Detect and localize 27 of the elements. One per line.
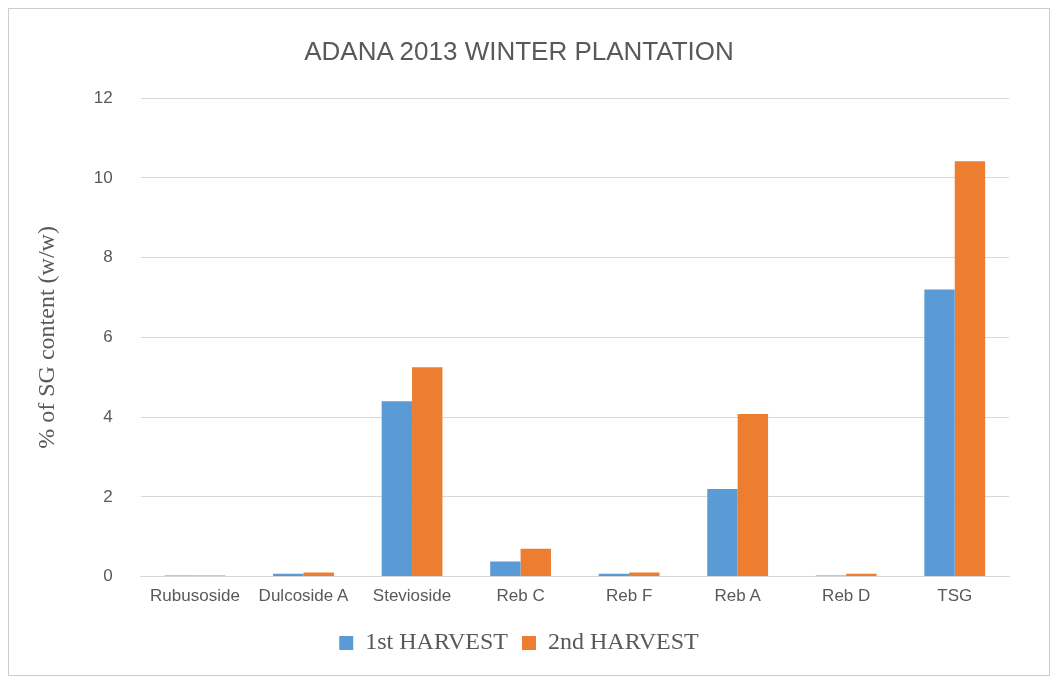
- x-tick-label: TSG: [937, 586, 973, 606]
- x-tick-label: Reb C: [496, 586, 545, 606]
- legend-label: 2nd HARVEST: [548, 628, 700, 655]
- bar: [412, 367, 443, 577]
- y-tick-label: 0: [103, 566, 113, 586]
- legend-label: 1st HARVEST: [365, 628, 509, 655]
- y-tick-label: 12: [93, 87, 113, 107]
- x-tick-label: Reb A: [714, 586, 762, 606]
- y-tick-label: 6: [103, 327, 113, 347]
- bar: [707, 488, 738, 577]
- x-tick-label: Dulcoside A: [258, 586, 350, 606]
- chart-title: ADANA 2013 WINTER PLANTATION: [304, 35, 734, 66]
- y-tick-label: 10: [93, 167, 113, 187]
- x-tick-label: Reb F: [605, 586, 653, 606]
- x-tick-label: Stevioside: [372, 586, 452, 606]
- y-tick-label: 4: [103, 406, 113, 426]
- bar: [924, 289, 955, 577]
- bar: [954, 161, 986, 577]
- x-tick-label: Reb D: [822, 586, 871, 606]
- y-tick-label: 8: [103, 247, 113, 267]
- y-axis-title: % of SG content (w/w): [32, 226, 59, 449]
- bar: [737, 413, 769, 577]
- y-tick-label: 2: [103, 486, 113, 506]
- bar: [381, 401, 413, 577]
- x-tick-label: Rubusoside: [150, 586, 240, 606]
- bar: [520, 548, 551, 577]
- bar: [490, 561, 521, 577]
